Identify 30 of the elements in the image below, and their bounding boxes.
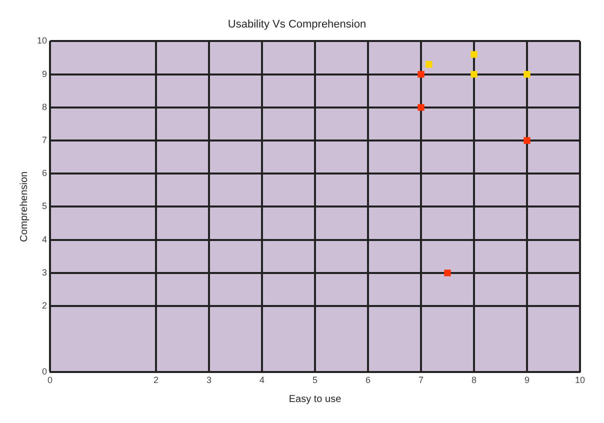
y-tick-label: 9	[42, 68, 48, 79]
point	[470, 51, 478, 58]
point	[524, 70, 530, 78]
point	[444, 270, 451, 276]
point	[524, 137, 530, 144]
x-tick-label: 8	[471, 375, 477, 386]
y-tick-label: 6	[42, 168, 48, 178]
y-tick-label: 8	[42, 102, 48, 112]
x-tick-label: 5	[312, 375, 318, 386]
x-tick-label: 7	[418, 375, 424, 386]
x-tick-label: 6	[365, 375, 371, 386]
x-axis-title: Easy to use	[288, 394, 342, 405]
point	[418, 104, 424, 111]
x-tick-label: 9	[524, 375, 530, 386]
y-tick-label: 2	[42, 300, 48, 310]
point	[426, 61, 432, 68]
chart-title: Usability Vs Comprehension	[228, 18, 366, 31]
point	[470, 70, 478, 78]
x-tick-label: 3	[206, 375, 212, 386]
x-tick-label: 2	[154, 375, 159, 386]
y-tick-label: 0	[42, 366, 48, 377]
y-tick-label: 7	[42, 134, 48, 145]
y-tick-label: 10	[36, 36, 48, 46]
y-tick-label: 5	[42, 201, 48, 212]
point	[418, 70, 424, 78]
x-tick-label: 4	[260, 375, 265, 386]
y-axis-title: Comprehension	[18, 171, 30, 242]
x-tick-label: 10	[574, 375, 586, 386]
y-tick-label: 4	[42, 234, 48, 244]
y-tick-label: 3	[42, 267, 48, 278]
